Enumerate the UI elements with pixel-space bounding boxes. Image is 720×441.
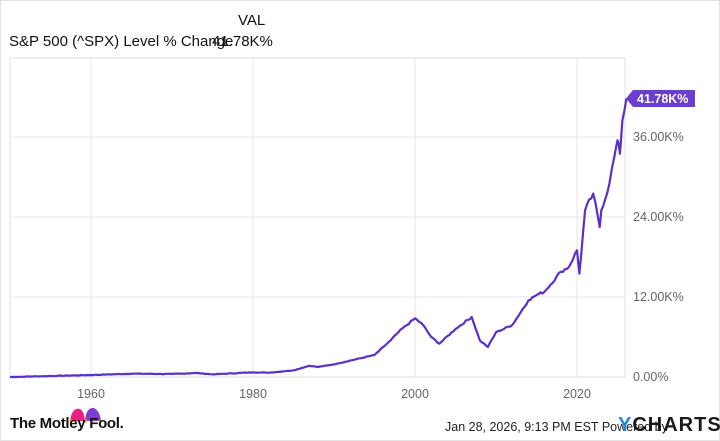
- y-tick-label: 24.00K%: [633, 210, 684, 224]
- x-tick-label: 2000: [401, 387, 429, 401]
- y-tick-label: 12.00K%: [633, 290, 684, 304]
- timestamp-text: Jan 28, 2026, 9:13 PM EST: [445, 420, 599, 434]
- legend-series-value: 41.78K%: [212, 33, 273, 50]
- x-tick-label: 2020: [563, 387, 591, 401]
- badge-shape: [626, 89, 695, 107]
- legend-column-header: VAL: [238, 12, 266, 29]
- ycharts-rest: CHARTS: [632, 414, 720, 436]
- gridlines: [10, 58, 625, 377]
- jester-hat-icon: [69, 407, 103, 423]
- series-line[interactable]: [10, 98, 628, 379]
- powered-by-text: Powered by: [601, 420, 668, 434]
- ycharts-y: Y: [618, 414, 633, 436]
- x-tick-label: 1960: [77, 387, 105, 401]
- x-tick-label: 1980: [239, 387, 267, 401]
- motley-fool-logo: The Motley Fool.: [10, 415, 124, 432]
- footer-timestamp: Jan 28, 2026, 9:13 PM EST Powered by: [445, 420, 668, 434]
- ycharts-logo[interactable]: YCHARTS: [618, 414, 720, 437]
- badge-label: 41.78K%: [637, 92, 688, 106]
- y-tick-label: 0.00%: [633, 370, 668, 384]
- current-value-badge: 41.78K%: [626, 89, 695, 107]
- y-axis-ticks: 0.00% 12.00K% 24.00K% 36.00K%: [633, 130, 684, 384]
- legend-series-name[interactable]: S&P 500 (^SPX) Level % Change: [9, 33, 234, 50]
- y-tick-label: 36.00K%: [633, 130, 684, 144]
- x-axis-ticks: 1960 1980 2000 2020: [77, 387, 591, 401]
